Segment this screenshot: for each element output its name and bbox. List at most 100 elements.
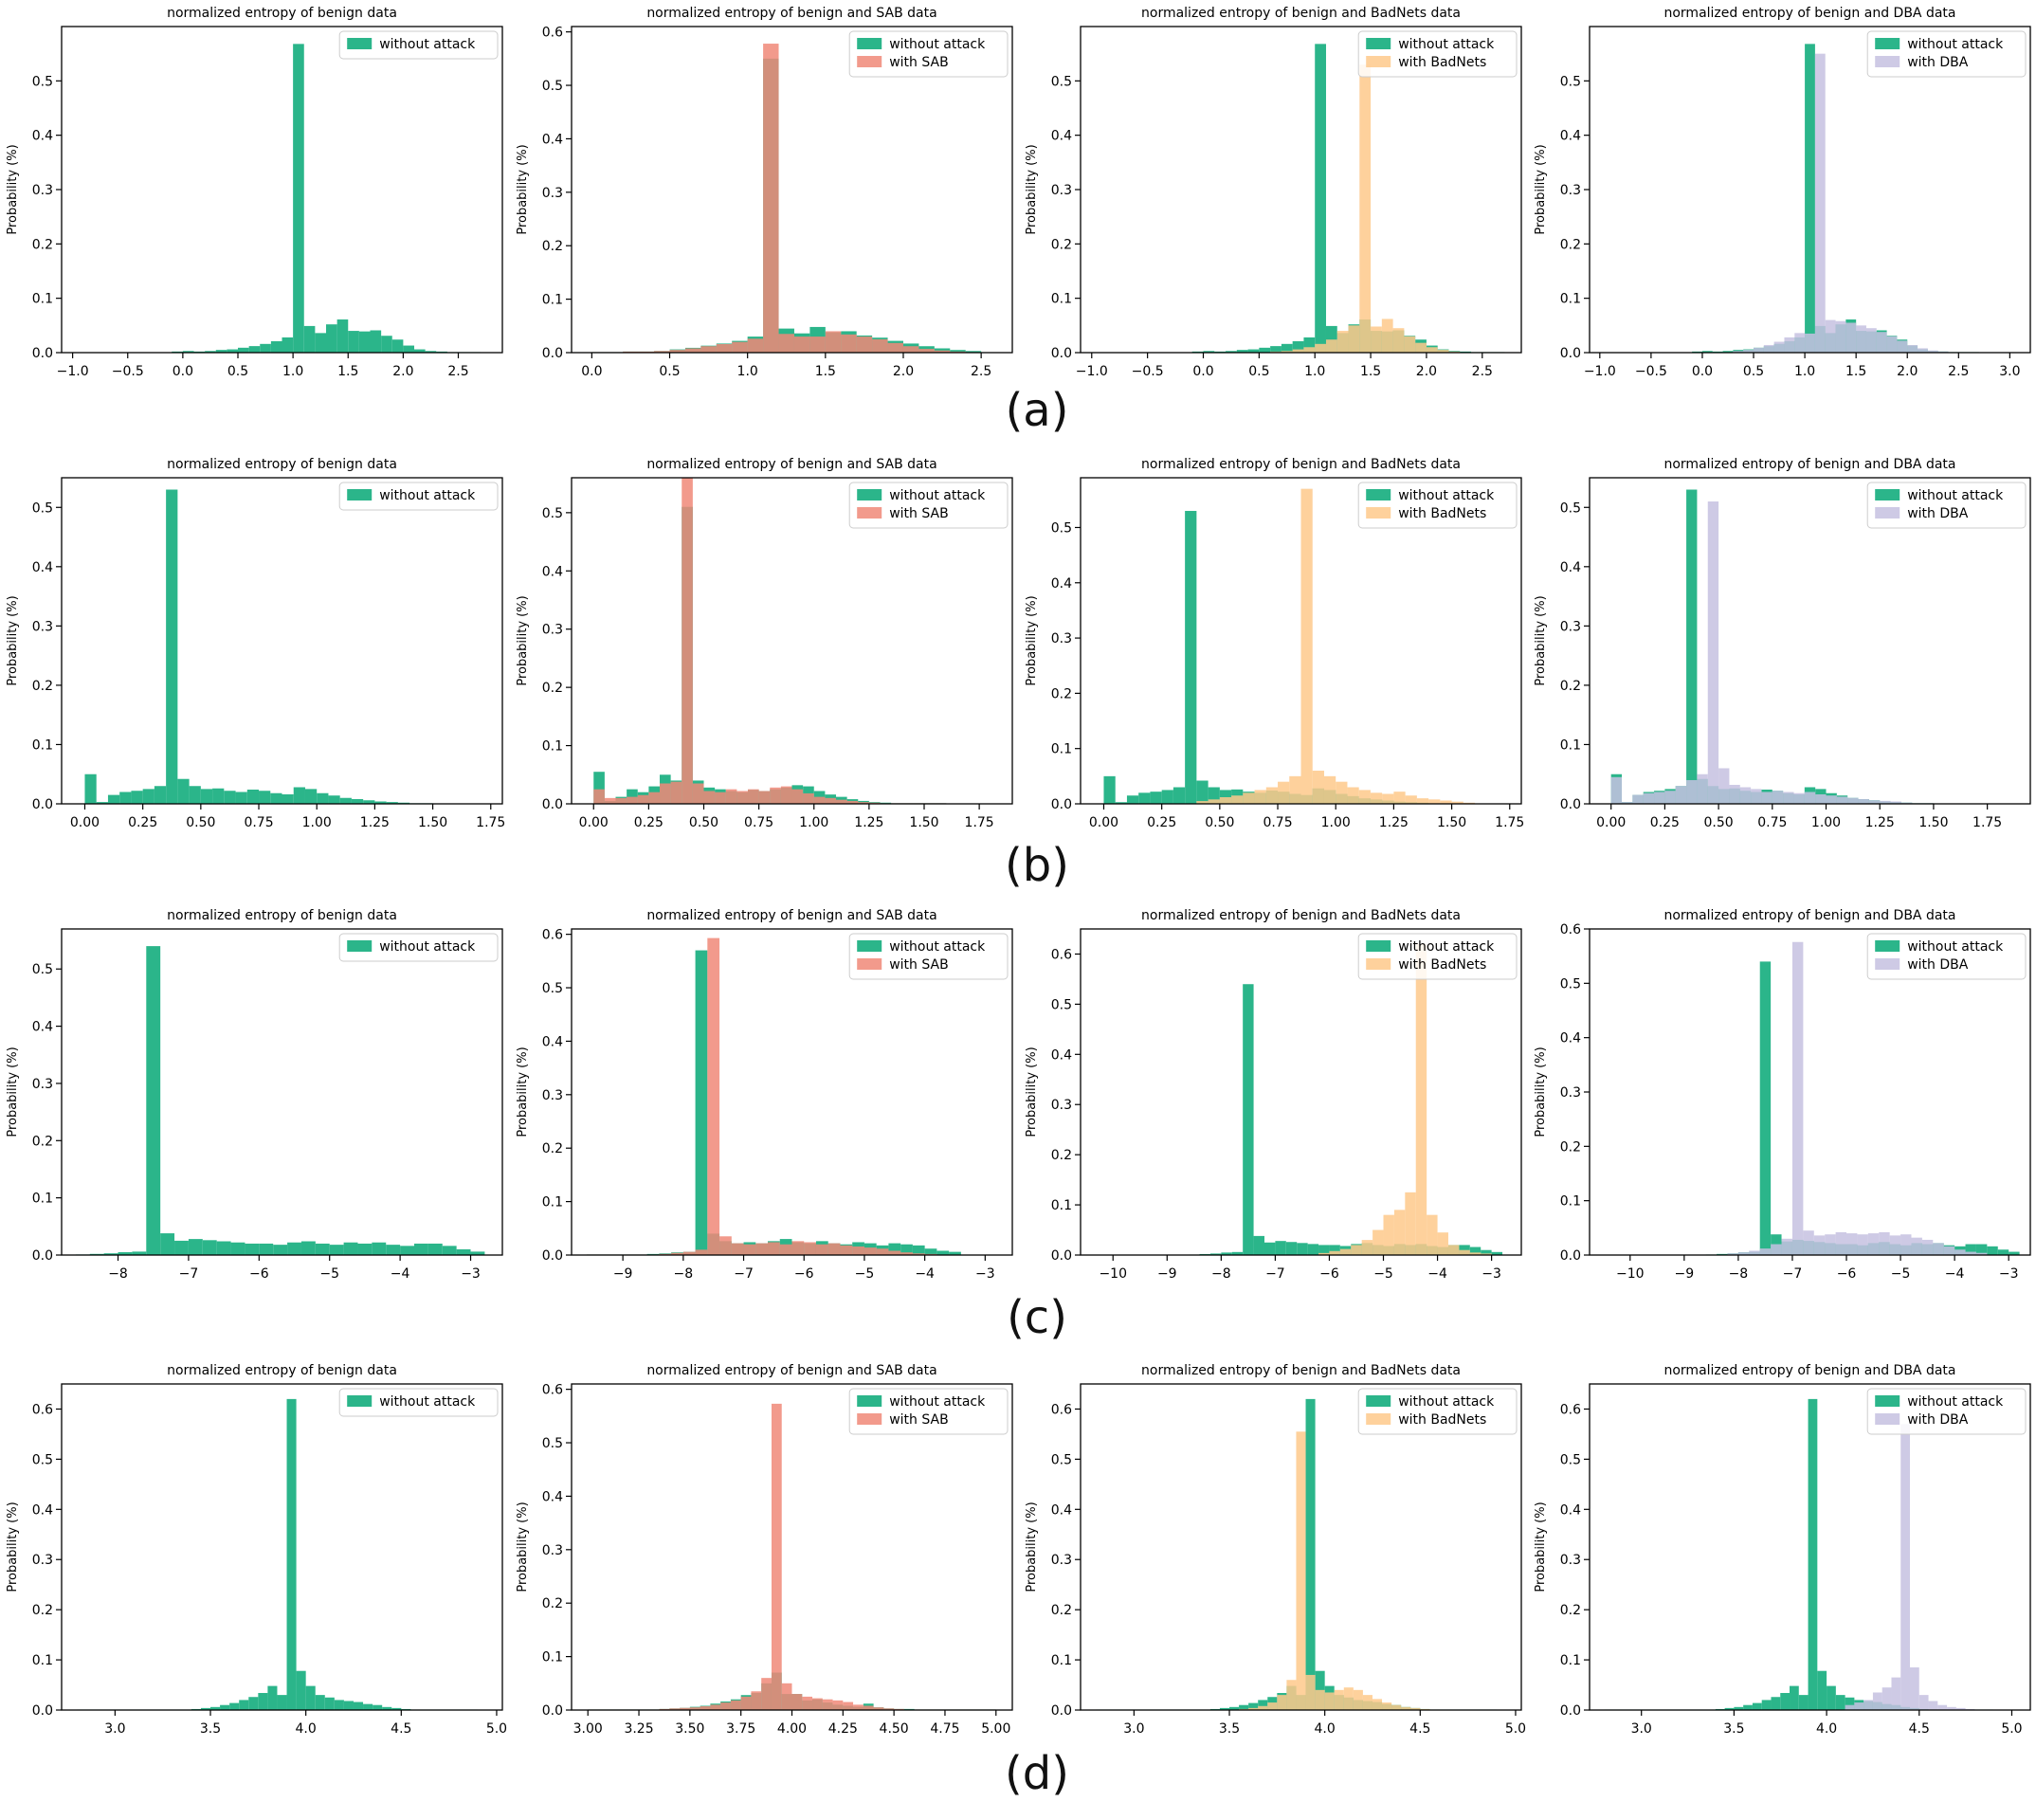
histogram-bar [358, 331, 371, 353]
histogram-bar [654, 351, 670, 353]
histogram-bar [1300, 488, 1313, 804]
y-tick-label: 0.2 [1051, 686, 1072, 701]
histogram-bar [1808, 1398, 1818, 1710]
histogram-bar [442, 1246, 457, 1255]
histogram-bar [1784, 337, 1795, 353]
histogram-bar [403, 345, 415, 353]
histogram-bar [1318, 1245, 1330, 1255]
x-tick-label: 1.50 [1918, 815, 1948, 830]
x-tick-label: −8 [1211, 1266, 1231, 1282]
histogram-bar [1451, 801, 1463, 804]
legend-label: with DBA [1907, 1412, 1969, 1428]
histogram-bar [707, 937, 720, 1255]
y-tick-label: 0.0 [1051, 1248, 1072, 1264]
histogram-bar [1798, 1695, 1809, 1710]
y-tick-label: 0.1 [32, 1653, 53, 1668]
legend-label: without attack [1907, 488, 2004, 503]
histogram-bar [1221, 1252, 1232, 1255]
legend-swatch [1366, 507, 1391, 519]
histogram-bar [1437, 350, 1449, 353]
histogram-bar [1382, 793, 1394, 804]
histogram-bar [883, 1708, 895, 1710]
histogram-bar [1854, 1702, 1864, 1710]
x-tick-label: 1.00 [799, 815, 828, 830]
x-tick-label: −7 [1265, 1266, 1285, 1282]
x-tick-label: 3.0 [1123, 1721, 1144, 1737]
histogram-bar [259, 1243, 274, 1255]
histogram-bar [1701, 351, 1713, 353]
histogram-bar [1254, 790, 1266, 804]
histogram-bar [1305, 1398, 1316, 1710]
histogram-bar [684, 348, 701, 353]
y-tick-label: 0.6 [1051, 947, 1072, 962]
y-tick-label: 0.5 [542, 1436, 563, 1451]
y-tick-label: 0.4 [1051, 1502, 1072, 1518]
histogram-bar [680, 1707, 690, 1710]
x-tick-label: 3.0 [1631, 1721, 1652, 1737]
histogram-bar [1469, 1247, 1482, 1255]
histogram-bar [1286, 1680, 1297, 1710]
x-tick-label: −6 [794, 1266, 814, 1282]
histogram-bar [1239, 1704, 1249, 1710]
y-tick-label: 0.2 [542, 239, 563, 254]
histogram-bar [1281, 351, 1293, 353]
x-tick-label: 3.00 [573, 1721, 603, 1737]
histogram-bar [761, 1678, 772, 1710]
legend-swatch [857, 1395, 882, 1407]
histogram-bar [1324, 1692, 1335, 1710]
legend-label: without attack [1907, 1394, 2004, 1410]
histogram-bar [1847, 797, 1859, 804]
histogram-bar [1305, 1674, 1316, 1710]
x-tick-label: −1.0 [1076, 364, 1108, 379]
y-tick-label: 0.4 [1560, 560, 1581, 575]
legend-box [848, 30, 1009, 78]
y-tick-label: 0.2 [32, 1134, 53, 1149]
histogram-bar [1790, 1685, 1799, 1710]
chart-panel-10: −9 −8 −7 −6 −5 −4 −3 0.0 0.1 0.2 0.3 0.4 0.5 0.6 norma… [516, 908, 1013, 1282]
x-tick-label: 4.5 [1909, 1721, 1930, 1737]
histogram-bar [1358, 790, 1371, 804]
histogram-bar [1727, 1253, 1738, 1255]
y-tick-label: 0.6 [1560, 1402, 1581, 1417]
y-tick-label: 0.2 [1051, 237, 1072, 252]
histogram-bar [825, 331, 842, 353]
histogram-bar [1759, 1248, 1772, 1255]
x-tick-label: 1.0 [1794, 364, 1815, 379]
x-tick-label: 1.0 [282, 364, 303, 379]
x-tick-label: 2.0 [893, 364, 914, 379]
y-tick-label: 0.4 [1051, 576, 1072, 592]
histogram-bar [315, 1243, 330, 1255]
x-tick-label: 1.25 [1379, 815, 1409, 830]
histogram-bar [1115, 802, 1127, 804]
x-tick-label: −6 [249, 1266, 269, 1282]
legend-swatch [1366, 56, 1391, 67]
histogram-bar [239, 1700, 249, 1710]
histogram-bar [778, 334, 794, 353]
legend-label: with SAB [889, 957, 948, 973]
histogram-bar [1675, 786, 1687, 804]
histogram-bar [1759, 961, 1772, 1255]
legend-label: without attack [1398, 488, 1495, 503]
y-tick-label: 0.5 [542, 79, 563, 94]
histogram-bar [1278, 781, 1290, 804]
histogram-bar [593, 789, 605, 804]
x-tick-label: 0.0 [581, 364, 602, 379]
x-tick-label: 1.25 [1865, 815, 1895, 830]
x-tick-label: 5.00 [981, 1721, 1010, 1737]
histogram-bar [400, 1246, 414, 1255]
y-tick-label: 0.6 [542, 928, 563, 943]
histogram-bar [270, 340, 282, 353]
histogram-bar [682, 478, 693, 804]
histogram-bar [872, 338, 888, 353]
y-tick-label: 0.5 [1560, 976, 1581, 992]
histogram-bar [1610, 776, 1623, 804]
plot-frame [61, 477, 503, 805]
chart-title: normalized entropy of benign and DBA dat… [1663, 6, 1955, 21]
plot-frame [1589, 1383, 2031, 1711]
histogram-bar [304, 789, 318, 804]
histogram-bar [1303, 347, 1316, 353]
histogram-bar [1817, 1670, 1827, 1710]
y-tick-label: 0.2 [32, 1603, 53, 1618]
legend-swatch [1366, 958, 1391, 970]
histogram-bar [669, 1708, 681, 1710]
